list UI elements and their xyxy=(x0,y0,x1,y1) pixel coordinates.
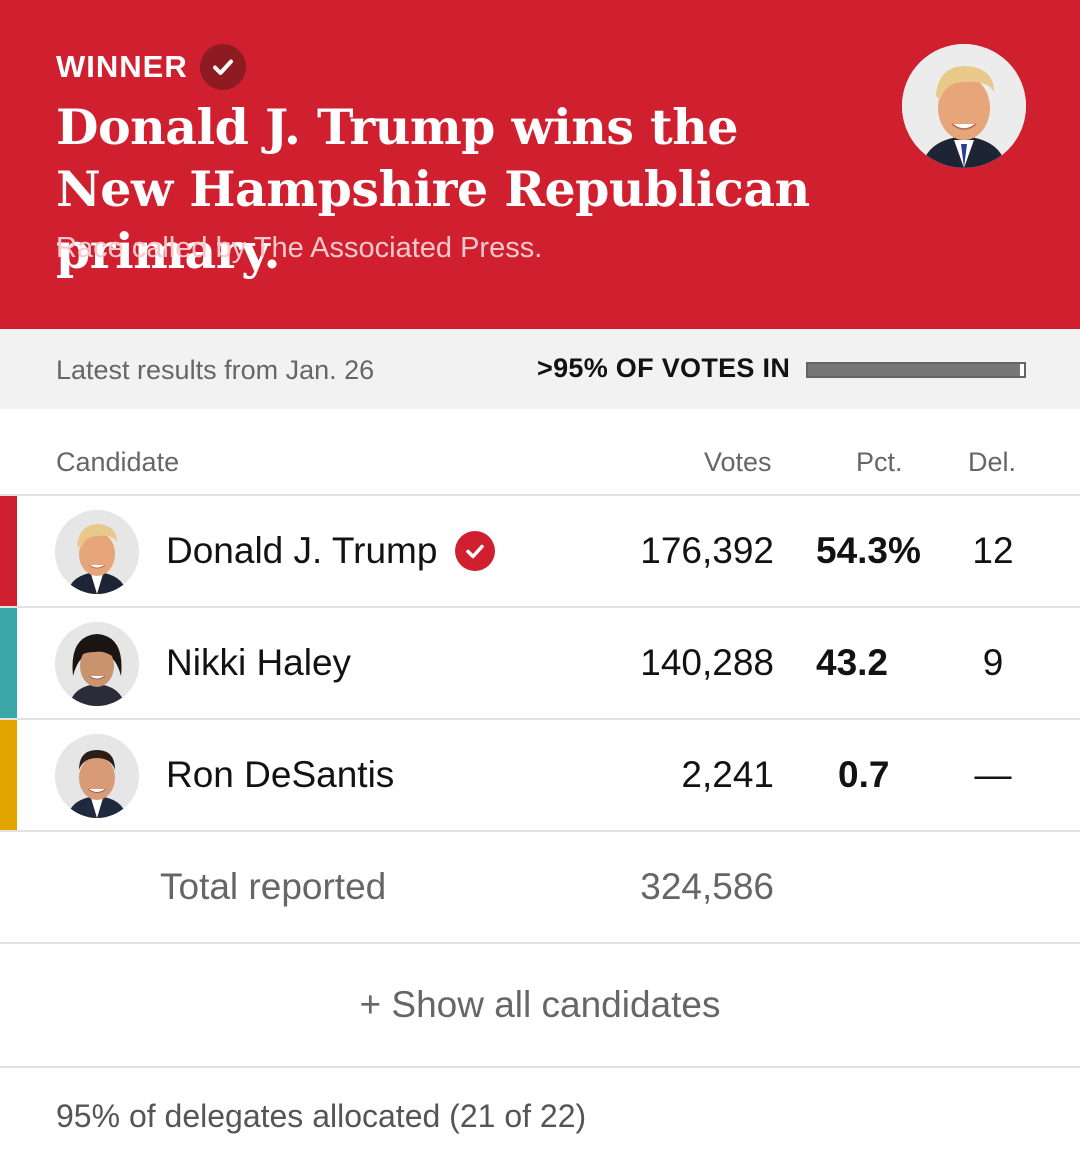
latest-results-timestamp: Latest results from Jan. 26 xyxy=(56,355,375,385)
winner-banner: WINNER Donald J. Trump wins the New Hamp… xyxy=(0,0,1080,329)
table-row: Donald J. Trump 176,392 54.3% 12 xyxy=(0,496,1080,608)
candidate-name-text: Ron DeSantis xyxy=(166,754,395,795)
candidate-votes: 2,241 xyxy=(681,754,774,795)
candidate-color-bar xyxy=(0,720,17,830)
avatar xyxy=(55,622,139,706)
column-header-candidate: Candidate xyxy=(56,447,180,477)
column-header-votes: Votes xyxy=(704,447,772,477)
candidate-pct: 43.2 xyxy=(816,642,889,683)
column-header-pct: Pct. xyxy=(856,447,903,477)
candidate-delegates: — xyxy=(974,754,1012,795)
page-title: Donald J. Trump wins the New Hampshire R… xyxy=(56,98,810,280)
candidate-votes: 176,392 xyxy=(640,530,774,571)
candidate-color-bar xyxy=(0,608,17,718)
table-row: Nikki Haley 140,288 43.2 9 xyxy=(0,608,1080,720)
delegates-allocated-note: 95% of delegates allocated (21 of 22) xyxy=(56,1098,587,1134)
total-votes: 324,586 xyxy=(640,866,774,907)
candidate-name-text: Donald J. Trump xyxy=(166,530,438,571)
votes-in-progress-bar xyxy=(806,362,1026,378)
candidate-name: Nikki Haley xyxy=(166,642,351,684)
candidate-name: Donald J. Trump xyxy=(166,530,496,572)
candidate-delegates: 12 xyxy=(972,530,1014,571)
total-label: Total reported xyxy=(160,866,387,907)
votes-in-label: >95% OF VOTES IN xyxy=(537,353,791,383)
candidate-name-text: Nikki Haley xyxy=(166,642,352,683)
candidate-name: Ron DeSantis xyxy=(166,754,394,796)
candidate-pct: 54.3% xyxy=(816,530,921,571)
winner-check-icon xyxy=(455,531,496,571)
column-header-del: Del. xyxy=(968,447,1017,477)
winner-avatar xyxy=(902,44,1026,168)
winner-row: WINNER xyxy=(56,44,246,90)
candidate-pct: 0.7 xyxy=(838,754,890,795)
candidate-votes: 140,288 xyxy=(640,642,774,683)
show-all-candidates-button[interactable]: + Show all candidates xyxy=(0,944,1080,1068)
race-called-note: Race called by The Associated Press. xyxy=(56,232,543,264)
checkmark-icon xyxy=(199,44,246,90)
progress-fill xyxy=(808,364,1020,376)
results-status-bar: Latest results from Jan. 26 >95% OF VOTE… xyxy=(0,329,1080,409)
candidate-color-bar xyxy=(0,496,17,606)
avatar xyxy=(55,734,139,818)
total-row: Total reported 324,586 xyxy=(0,832,1080,944)
header-divider xyxy=(0,494,1080,496)
candidate-delegates: 9 xyxy=(982,642,1004,683)
table-row: Ron DeSantis 2,241 0.7 — xyxy=(0,720,1080,832)
winner-label: WINNER xyxy=(56,49,188,84)
avatar xyxy=(55,510,139,594)
